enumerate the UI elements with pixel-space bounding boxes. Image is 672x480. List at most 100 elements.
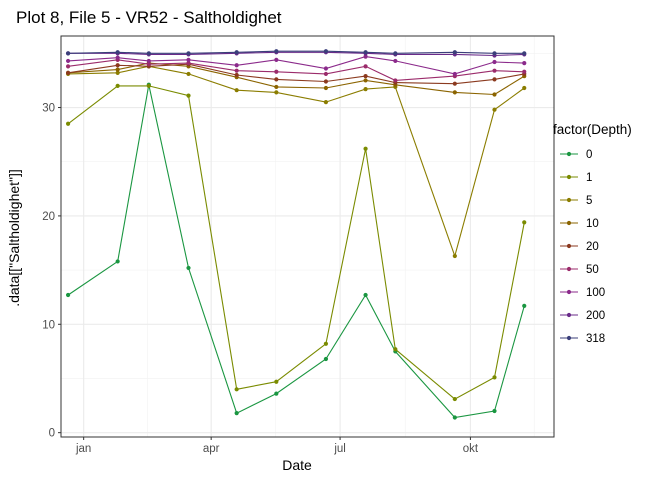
- data-point-depth-100: [115, 55, 120, 60]
- data-point-depth-318: [115, 50, 120, 55]
- data-point-depth-0: [452, 415, 457, 420]
- data-point-depth-1: [115, 83, 120, 88]
- data-point-depth-1: [452, 396, 457, 402]
- chart-title: Plot 8, File 5 - VR52 - Saltholdighet: [16, 8, 282, 27]
- data-point-depth-50: [65, 64, 71, 69]
- data-point-depth-1: [146, 83, 151, 88]
- data-point-depth-5: [234, 88, 239, 93]
- y-tick-label: 20: [42, 211, 55, 223]
- data-point-depth-5: [363, 87, 368, 92]
- data-point-depth-20: [323, 79, 329, 84]
- legend-key-point: [566, 220, 572, 226]
- data-point-depth-5: [274, 90, 279, 95]
- data-point-depth-1: [323, 341, 329, 346]
- legend-key-point: [566, 151, 572, 157]
- legend-label: 0: [586, 149, 592, 161]
- data-point-depth-50: [234, 68, 239, 73]
- data-point-depth-5: [186, 71, 191, 77]
- data-point-depth-5: [452, 253, 457, 259]
- series-line-depth-200: [68, 51, 525, 57]
- data-point-depth-318: [452, 50, 457, 55]
- plot-panel: [61, 36, 554, 437]
- data-point-depth-318: [234, 50, 239, 55]
- data-point-depth-318: [492, 51, 497, 56]
- data-point-depth-50: [393, 78, 398, 83]
- data-point-depth-1: [363, 146, 368, 151]
- data-point-depth-5: [492, 107, 497, 112]
- data-point-depth-100: [274, 57, 279, 62]
- data-point-depth-5: [522, 85, 527, 91]
- data-point-depth-0: [522, 303, 527, 308]
- legend-label: 100: [586, 287, 605, 299]
- data-point-depth-0: [115, 259, 120, 264]
- legend-label: 20: [586, 241, 599, 253]
- legend-key-point: [566, 197, 572, 203]
- data-point-depth-318: [393, 51, 398, 56]
- data-point-depth-318: [146, 51, 151, 56]
- data-point-depth-50: [323, 71, 329, 77]
- legend-key-point: [566, 174, 572, 180]
- data-point-depth-5: [115, 70, 120, 75]
- axes: 0 10 20 30 jan apr jul okt: [42, 35, 555, 455]
- data-point-depth-100: [186, 57, 191, 62]
- data-point-depth-20: [234, 72, 239, 78]
- data-point-depth-100: [323, 66, 329, 71]
- data-point-depth-20: [115, 63, 120, 68]
- data-point-depth-5: [323, 100, 329, 105]
- series-line-depth-0: [67, 84, 525, 419]
- legend-label: 200: [586, 310, 605, 322]
- data-point-depth-0: [65, 292, 71, 298]
- data-point-depth-50: [274, 69, 279, 74]
- data-point-depth-50: [492, 68, 497, 73]
- data-point-depth-100: [234, 63, 239, 68]
- x-axis-label: Date: [282, 457, 312, 473]
- data-point-depth-20: [274, 77, 279, 82]
- data-point-depth-1: [393, 347, 398, 352]
- legend-label: 10: [586, 218, 599, 230]
- data-point-depth-1: [234, 387, 239, 392]
- legend-key-point: [566, 289, 572, 295]
- data-point-depth-318: [65, 51, 71, 56]
- data-point-depth-10: [115, 67, 120, 72]
- data-point-depth-10: [363, 78, 368, 83]
- data-point-depth-100: [363, 54, 368, 59]
- panel-border: [60, 35, 555, 438]
- data-point-depth-20: [65, 70, 71, 75]
- legend-key-point: [566, 335, 572, 341]
- chart-marks: [65, 49, 527, 420]
- data-point-depth-10: [323, 85, 329, 91]
- data-point-depth-10: [452, 90, 457, 95]
- legend: factor(Depth) 0 1 5 10 20 50 100 200 318: [553, 122, 632, 345]
- series-line-depth-318: [68, 50, 525, 54]
- data-point-depth-50: [522, 69, 527, 74]
- data-point-depth-1: [65, 121, 71, 126]
- data-point-depth-318: [522, 51, 527, 56]
- data-point-depth-318: [363, 50, 368, 55]
- data-point-depth-100: [393, 58, 398, 64]
- data-point-depth-318: [274, 49, 279, 54]
- data-point-depth-1: [522, 220, 527, 225]
- legend-label: 318: [586, 333, 605, 345]
- data-point-depth-10: [492, 92, 497, 97]
- series-line-depth-5: [68, 65, 525, 258]
- y-axis-label: .data[["Saltholdighet"]]: [6, 169, 22, 307]
- legend-title: factor(Depth): [553, 122, 632, 137]
- legend-label: 5: [586, 195, 592, 207]
- y-tick-label: 0: [49, 428, 55, 440]
- data-point-depth-100: [492, 59, 497, 65]
- x-tick-label: jul: [333, 443, 346, 455]
- data-point-depth-20: [363, 74, 368, 79]
- data-point-depth-0: [323, 356, 329, 362]
- data-point-depth-0: [492, 408, 497, 414]
- data-point-depth-0: [234, 411, 239, 416]
- legend-key-point: [566, 266, 572, 272]
- series-line-depth-100: [68, 56, 525, 75]
- data-point-depth-50: [363, 64, 368, 69]
- data-point-depth-0: [274, 391, 279, 396]
- data-point-depth-20: [492, 77, 497, 82]
- data-point-depth-100: [146, 58, 151, 64]
- data-point-depth-50: [186, 60, 191, 66]
- y-tick-label: 30: [42, 103, 55, 115]
- x-tick-label: okt: [463, 443, 479, 455]
